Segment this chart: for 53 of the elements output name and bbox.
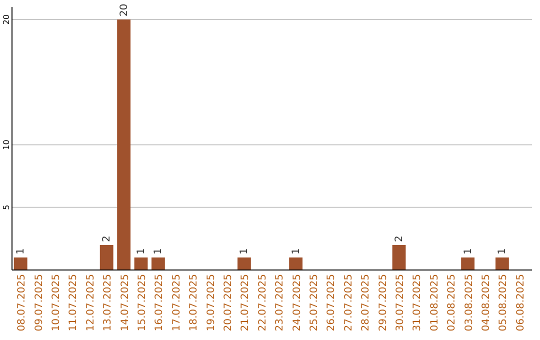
x-tick-label: 27.07.2025	[343, 274, 354, 332]
x-tick-label: 01.08.2025	[429, 274, 440, 332]
y-tick-label: 20	[2, 14, 11, 25]
data-label: 1	[462, 248, 474, 254]
y-tick-label: 10	[2, 140, 11, 150]
data-label: 1	[497, 248, 508, 254]
x-tick-label: 15.07.2025	[137, 274, 148, 332]
x-tick-label: 11.07.2025	[68, 274, 80, 332]
data-label: 20	[118, 4, 130, 17]
x-tick-label: 03.08.2025	[464, 274, 475, 332]
x-tick-label: 31.07.2025	[412, 274, 424, 332]
x-tick-label: 05.08.2025	[498, 274, 510, 332]
x-tick-label: 12.07.2025	[85, 274, 96, 332]
x-tick-label: 06.08.2025	[515, 274, 526, 332]
bar	[237, 257, 251, 270]
x-tick-label: 24.07.2025	[292, 274, 303, 332]
data-label: 2	[394, 236, 405, 242]
bar	[461, 257, 475, 270]
x-tick-label: 30.07.2025	[395, 274, 406, 332]
bar	[392, 244, 406, 270]
data-label: 1	[153, 248, 164, 254]
bar	[289, 257, 303, 270]
bar	[14, 257, 28, 270]
x-tick-label: 17.07.2025	[171, 274, 182, 332]
y-tick-label: 5	[2, 204, 11, 210]
x-tick-label: 20.07.2025	[223, 274, 234, 332]
x-tick-label: 25.07.2025	[309, 274, 320, 332]
x-tick-label: 29.07.2025	[378, 274, 389, 332]
x-tick-label: 10.07.2025	[51, 274, 62, 332]
x-tick-label: 09.07.2025	[34, 274, 45, 332]
data-label: 2	[102, 236, 113, 242]
x-tick-label: 28.07.2025	[360, 274, 372, 332]
x-tick-label: 14.07.2025	[120, 274, 131, 332]
x-tick-label: 13.07.2025	[102, 274, 114, 332]
x-tick-label: 26.07.2025	[326, 274, 338, 332]
x-tick-label: 08.07.2025	[16, 274, 28, 332]
bar	[117, 20, 131, 270]
data-label: 1	[16, 248, 27, 254]
data-label: 1	[136, 248, 147, 254]
x-tick-label: 04.08.2025	[481, 274, 492, 332]
x-tick-label: 18.07.2025	[188, 274, 200, 332]
x-tick-label: 02.08.2025	[446, 274, 458, 332]
bar	[495, 257, 509, 270]
bar	[100, 244, 114, 270]
x-tick-label: 21.07.2025	[240, 274, 252, 332]
bar	[134, 257, 148, 270]
data-label: 1	[290, 248, 302, 254]
x-tick-label: 19.07.2025	[206, 274, 217, 332]
x-tick-label: 23.07.2025	[274, 274, 286, 332]
bar	[151, 257, 165, 270]
x-tick-label: 16.07.2025	[154, 274, 166, 332]
x-tick-label: 22.07.2025	[257, 274, 268, 332]
data-label: 1	[239, 248, 250, 254]
